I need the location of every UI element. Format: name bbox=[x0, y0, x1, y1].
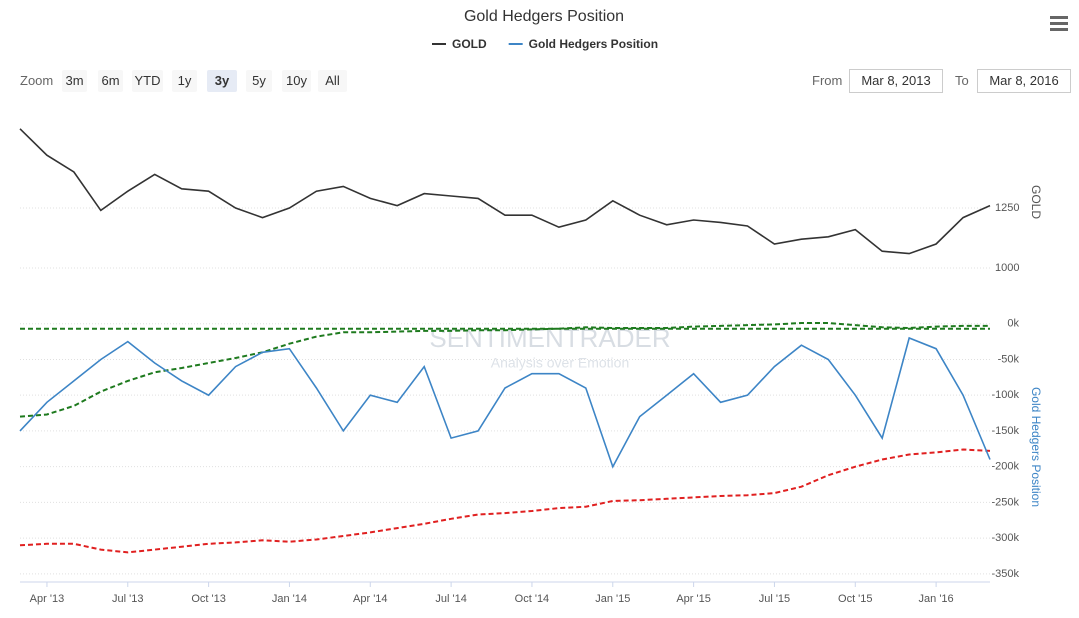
x-tick-label: Jan '16 bbox=[919, 593, 954, 605]
y-tick-label: 1000 bbox=[995, 262, 1019, 274]
x-tick-label: Oct '13 bbox=[191, 593, 226, 605]
x-tick-label: Apr '14 bbox=[353, 593, 388, 605]
legend-label: GOLD bbox=[452, 37, 487, 51]
x-tick-label: Oct '14 bbox=[515, 593, 550, 605]
x-tick-label: Jul '15 bbox=[759, 593, 790, 605]
x-tick-label: Apr '13 bbox=[30, 593, 65, 605]
band-line bbox=[19, 448, 991, 554]
zoom-label: Zoom bbox=[20, 73, 54, 88]
x-tick-label: Apr '15 bbox=[676, 593, 711, 605]
zoom-button[interactable]: 3m bbox=[62, 70, 87, 92]
menu-bar bbox=[1050, 22, 1068, 25]
legend-label: Gold Hedgers Position bbox=[529, 37, 658, 51]
y-axis-title: GOLD bbox=[1029, 185, 1043, 219]
y-tick-label: 0k bbox=[1007, 318, 1019, 330]
menu-bar bbox=[1050, 16, 1068, 19]
y-tick-label: -150k bbox=[991, 425, 1019, 437]
to-input[interactable]: Mar 8, 2016 bbox=[977, 69, 1071, 93]
zoom-button[interactable]: 3y bbox=[207, 70, 237, 92]
zoom-button[interactable]: 1y bbox=[172, 70, 197, 92]
menu-icon[interactable] bbox=[1050, 16, 1068, 31]
watermark-tagline: Analysis over Emotion bbox=[491, 355, 630, 371]
from-input[interactable]: Mar 8, 2013 bbox=[849, 69, 943, 93]
zoom-button[interactable]: 6m bbox=[98, 70, 123, 92]
to-label: To bbox=[955, 73, 969, 88]
y-tick-label: 1250 bbox=[995, 202, 1019, 214]
from-label: From bbox=[812, 73, 843, 88]
y-tick-label: -100k bbox=[991, 389, 1019, 401]
zoom-button[interactable]: 5y bbox=[246, 70, 272, 92]
y-tick-label: -350k bbox=[991, 568, 1019, 580]
menu-bar bbox=[1050, 28, 1068, 31]
series-line bbox=[19, 128, 991, 255]
x-tick-label: Jul '14 bbox=[435, 593, 466, 605]
x-tick-label: Oct '15 bbox=[838, 593, 873, 605]
x-tick-label: Jul '13 bbox=[112, 593, 143, 605]
y-tick-label: -200k bbox=[991, 461, 1019, 473]
series-line bbox=[19, 336, 991, 469]
y-tick-label: -250k bbox=[991, 496, 1019, 508]
zoom-button[interactable]: 10y bbox=[282, 70, 311, 92]
y-tick-label: -300k bbox=[991, 532, 1019, 544]
y-tick-label: -50k bbox=[998, 353, 1020, 365]
y-axis-title: Gold Hedgers Position bbox=[1029, 387, 1043, 507]
x-tick-label: Jan '15 bbox=[595, 593, 630, 605]
band-line bbox=[19, 322, 990, 418]
zoom-button[interactable]: All bbox=[318, 70, 347, 92]
chart-title: Gold Hedgers Position bbox=[464, 8, 624, 25]
zoom-button[interactable]: YTD bbox=[132, 70, 163, 92]
x-tick-label: Jan '14 bbox=[272, 593, 307, 605]
